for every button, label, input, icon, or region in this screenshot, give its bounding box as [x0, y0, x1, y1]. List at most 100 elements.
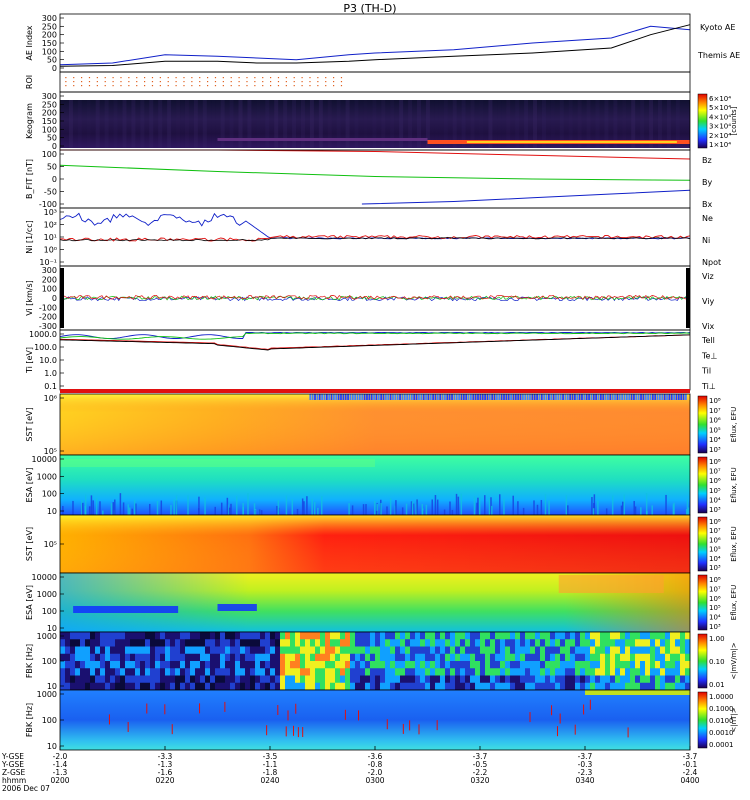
spectrogram-cell	[235, 646, 241, 655]
spectrogram-cell	[560, 632, 566, 640]
spectrogram-cell	[300, 668, 306, 676]
spectrogram-column	[429, 394, 432, 400]
spectrogram-cell	[555, 675, 561, 684]
spectrogram-cell	[280, 682, 286, 691]
y-tick-label: 150	[42, 39, 57, 48]
spectrogram-cell	[630, 639, 636, 647]
spectrogram-cell	[145, 639, 151, 647]
spectrogram-cell	[280, 646, 286, 655]
spectrogram-column	[358, 394, 361, 400]
spectrogram-cell	[385, 675, 391, 684]
roi-dot	[340, 85, 343, 87]
spectrogram-cell	[680, 668, 686, 676]
spectrogram-cell	[550, 639, 556, 647]
colorbar	[697, 93, 708, 149]
spectrogram-column	[621, 394, 624, 400]
spectrogram-cell	[500, 682, 506, 691]
y-tick-label: 100	[42, 47, 57, 56]
spectrogram-cell	[180, 668, 186, 676]
spectrogram-cell	[460, 632, 466, 640]
spectrogram-column	[253, 503, 256, 515]
spectrogram-cell	[410, 646, 416, 655]
spectrogram-cell	[560, 675, 566, 684]
spectrogram-cell	[80, 639, 86, 647]
spectrogram-cell	[565, 661, 571, 669]
spectrogram-cell	[360, 646, 366, 655]
spectrogram-cell	[400, 639, 406, 647]
keogram-column	[158, 100, 163, 148]
spectrogram-cell	[465, 653, 471, 662]
roi-dot	[238, 77, 240, 79]
spectrogram-cell	[500, 668, 506, 676]
spectrogram-cell	[270, 653, 276, 662]
spectrogram-column	[522, 394, 524, 400]
spectrogram-column	[654, 394, 657, 400]
spectrogram-cell	[335, 675, 341, 684]
spectrogram-cell	[155, 661, 161, 669]
spectrogram-cell	[670, 675, 676, 684]
spectrogram-column	[171, 724, 173, 735]
spectrogram-column	[552, 394, 555, 400]
spectrogram-cell	[110, 682, 116, 691]
spectrogram-cell	[140, 646, 146, 655]
spectrogram-cell	[150, 632, 156, 640]
spectrogram-cell	[480, 653, 486, 662]
spectrogram-cell	[100, 675, 106, 684]
spectrogram-column	[344, 709, 346, 720]
spectrogram-cell	[445, 682, 451, 691]
spectrogram-column	[559, 394, 562, 400]
keogram-column	[479, 100, 484, 148]
spectrogram-cell	[255, 646, 261, 655]
roi-dot	[128, 85, 130, 87]
spectrogram-cell	[330, 632, 336, 640]
spectrogram-column	[524, 394, 527, 400]
keogram-column	[167, 100, 172, 148]
colorbar-label: [counts]	[730, 106, 738, 135]
keogram-column	[318, 100, 323, 148]
colorbar-tick-label: 10⁶	[709, 536, 721, 544]
spectrogram-cell	[475, 646, 481, 655]
spectrogram-cell	[135, 661, 141, 669]
spectrogram-cell	[475, 661, 481, 669]
roi-dot	[262, 77, 264, 79]
x-tick-label: -2.0	[53, 752, 68, 761]
roi-dot	[88, 81, 91, 83]
roi-dot	[136, 81, 138, 83]
spectrogram-column	[659, 394, 661, 400]
y-axis-label: ESA [eV]	[25, 468, 34, 503]
spectrogram-cell	[290, 639, 296, 647]
spectrogram-cell	[580, 675, 586, 684]
colorbar	[697, 516, 708, 572]
keogram-column	[229, 100, 234, 148]
spectrogram-cell	[380, 639, 386, 647]
x-tick-label: -2.0	[368, 768, 383, 777]
legend-viz: Viz	[702, 272, 714, 281]
colorbar-label: Eflux, EFU	[730, 585, 738, 620]
spectrogram-column	[198, 496, 200, 515]
spectrogram-cell	[100, 668, 106, 676]
spectrogram-cell	[495, 639, 501, 647]
spectrogram-cell	[155, 668, 161, 676]
spectrogram-cell	[665, 668, 671, 676]
spectrogram-cell	[635, 639, 641, 647]
spectrogram-column	[439, 394, 442, 400]
spectrogram-cell	[670, 646, 676, 655]
keogram-column	[265, 100, 270, 148]
spectrogram-cell	[340, 661, 346, 669]
spectrogram-column	[503, 498, 505, 515]
spectrogram-cell	[520, 675, 526, 684]
footer-row-label: 2006 Dec 07	[2, 784, 50, 793]
spectrogram-cell	[655, 668, 661, 676]
spectrogram-cell	[275, 646, 281, 655]
spectrogram-cell	[355, 646, 361, 655]
spectrogram-cell	[195, 675, 201, 684]
roi-dot	[285, 81, 287, 83]
spectrogram-cell	[260, 639, 266, 647]
data-gap-bar	[686, 268, 690, 328]
spectrogram-cell	[315, 632, 321, 640]
spectrogram-cell	[445, 661, 451, 669]
colorbar-tick-label: 10⁵	[709, 426, 721, 434]
spectrogram-cell	[340, 668, 346, 676]
spectrogram-column	[656, 394, 659, 400]
